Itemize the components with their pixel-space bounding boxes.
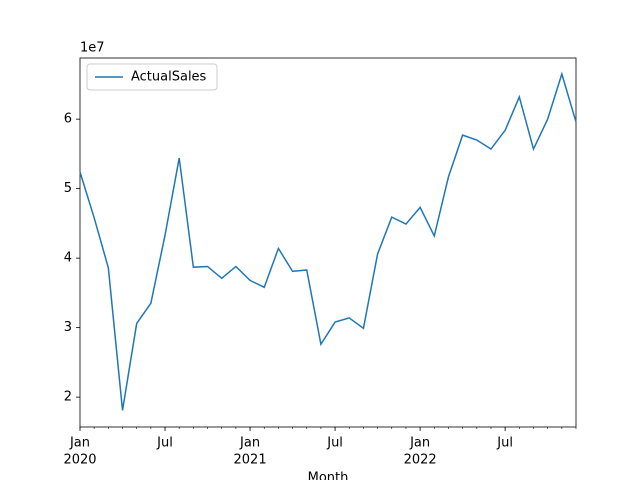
legend-box [86, 63, 218, 91]
x-tick-label: Jul [496, 436, 513, 451]
y-tick-label: 3 [64, 320, 72, 335]
x-year-label: 2021 [234, 453, 267, 468]
y-tick-label: 4 [64, 251, 72, 266]
y-tick-label: 2 [64, 390, 72, 405]
x-tick-label: Jan [409, 436, 430, 451]
x-axis-label: Month [308, 471, 349, 480]
y-offset-label: 1e7 [80, 41, 105, 56]
plot-frame [79, 57, 577, 428]
x-tick-label: Jul [156, 436, 173, 451]
y-tick-label: 6 [64, 112, 72, 127]
legend-label: ActualSales [131, 70, 207, 85]
y-tick-label: 5 [64, 181, 72, 196]
x-tick-label: Jan [239, 436, 260, 451]
x-tick-label: Jul [326, 436, 343, 451]
x-year-label: 2020 [63, 453, 96, 468]
x-tick-label: Jan [69, 436, 90, 451]
data-line [79, 71, 577, 411]
x-year-label: 2022 [404, 453, 437, 468]
